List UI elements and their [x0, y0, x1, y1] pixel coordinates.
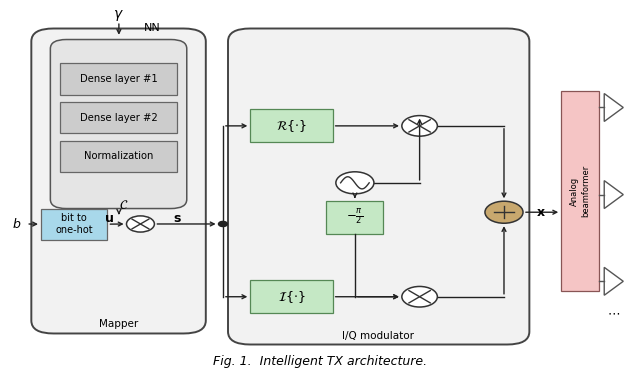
- FancyBboxPatch shape: [326, 201, 383, 234]
- Text: $\cdots$: $\cdots$: [607, 307, 620, 320]
- Circle shape: [402, 286, 437, 307]
- Text: $\mathbf{x}$: $\mathbf{x}$: [536, 206, 546, 219]
- Circle shape: [485, 201, 523, 223]
- Text: NN: NN: [143, 23, 160, 34]
- Text: $\mathbf{u}$: $\mathbf{u}$: [104, 212, 115, 225]
- Text: Analog
beamformer: Analog beamformer: [570, 165, 591, 217]
- Text: Normalization: Normalization: [84, 151, 153, 161]
- FancyBboxPatch shape: [60, 141, 177, 172]
- Text: Dense layer #1: Dense layer #1: [80, 74, 157, 84]
- Text: $\mathcal{I}\{\cdot\}$: $\mathcal{I}\{\cdot\}$: [278, 289, 305, 305]
- Text: $\mathcal{C}$: $\mathcal{C}$: [118, 199, 128, 212]
- Circle shape: [127, 216, 154, 232]
- Text: $b$: $b$: [12, 217, 21, 231]
- Text: $\mathcal{R}\{\cdot\}$: $\mathcal{R}\{\cdot\}$: [276, 118, 307, 134]
- Text: Mapper: Mapper: [99, 319, 138, 329]
- FancyBboxPatch shape: [51, 40, 187, 209]
- Text: $-\frac{\pi}{2}$: $-\frac{\pi}{2}$: [346, 208, 364, 227]
- Text: Fig. 1.  Intelligent TX architecture.: Fig. 1. Intelligent TX architecture.: [213, 354, 427, 367]
- Circle shape: [336, 172, 374, 194]
- Text: bit to
one-hot: bit to one-hot: [55, 213, 93, 235]
- FancyBboxPatch shape: [60, 102, 177, 133]
- Text: Dense layer #2: Dense layer #2: [80, 113, 157, 123]
- FancyBboxPatch shape: [60, 63, 177, 95]
- FancyBboxPatch shape: [31, 28, 206, 333]
- FancyBboxPatch shape: [228, 28, 529, 345]
- Text: $\gamma$: $\gamma$: [113, 8, 124, 23]
- FancyBboxPatch shape: [250, 280, 333, 313]
- FancyBboxPatch shape: [250, 109, 333, 142]
- Circle shape: [218, 222, 227, 226]
- FancyBboxPatch shape: [561, 91, 599, 291]
- Circle shape: [402, 116, 437, 136]
- Text: I/Q modulator: I/Q modulator: [342, 332, 414, 341]
- Text: $\mathbf{s}$: $\mathbf{s}$: [173, 212, 182, 225]
- FancyBboxPatch shape: [41, 209, 108, 240]
